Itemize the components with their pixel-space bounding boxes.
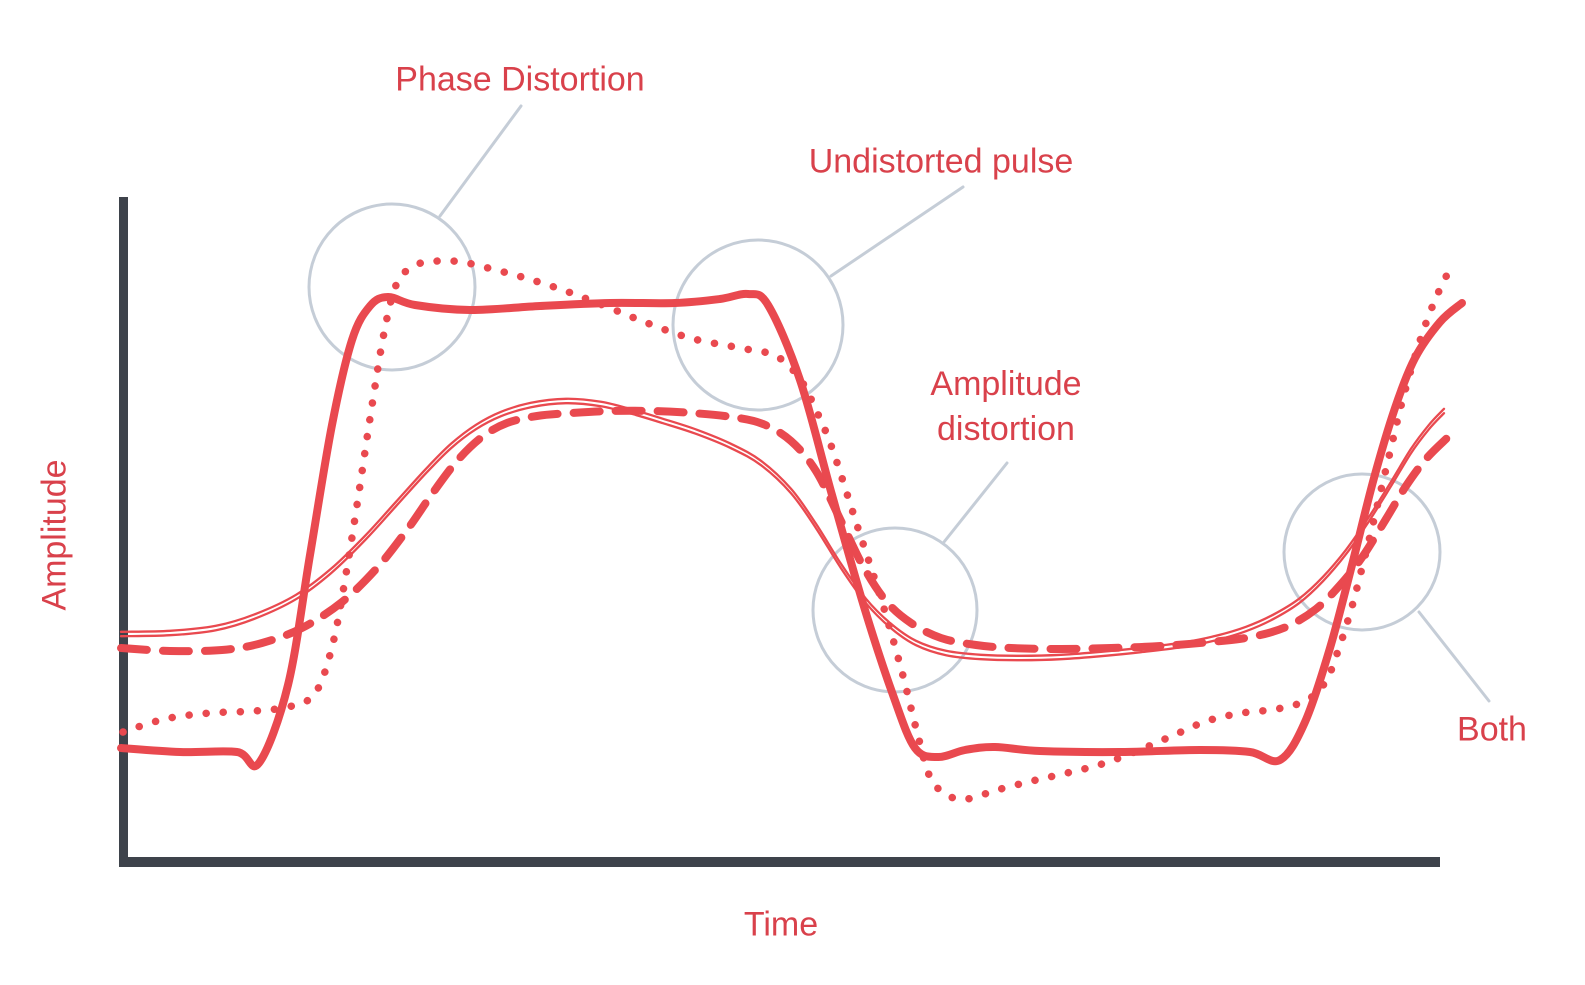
annotation-label-amplitude-distortion: Amplitude distortion	[930, 365, 1082, 448]
y-axis-label: Amplitude	[35, 459, 74, 611]
y-axis-line	[119, 197, 128, 867]
curve-phase-distortion	[119, 257, 1455, 803]
annotation-label-undistorted-pulse: Undistorted pulse	[808, 142, 1074, 181]
x-axis-line	[119, 857, 1440, 867]
annotation-circle-phase	[307, 202, 477, 372]
annotation-label-phase-distortion: Phase Distortion	[395, 60, 645, 99]
annotation-leader-both	[1417, 610, 1491, 703]
annotation-leader-undistorted	[829, 185, 965, 278]
annotation-leader-amplitude	[942, 461, 1009, 544]
curve-undistorted-pulse	[117, 289, 1466, 771]
curve-amplitude-distortion	[117, 406, 1457, 656]
annotation-label-both: Both	[1457, 710, 1527, 749]
annotation-leader-phase	[438, 104, 523, 218]
annotation-circle-undistorted	[671, 238, 845, 412]
curve-both-upper	[119, 397, 1446, 657]
annotation-circle-both	[1282, 472, 1442, 632]
x-axis-label: Time	[743, 905, 819, 944]
curve-both-lower	[119, 402, 1446, 662]
